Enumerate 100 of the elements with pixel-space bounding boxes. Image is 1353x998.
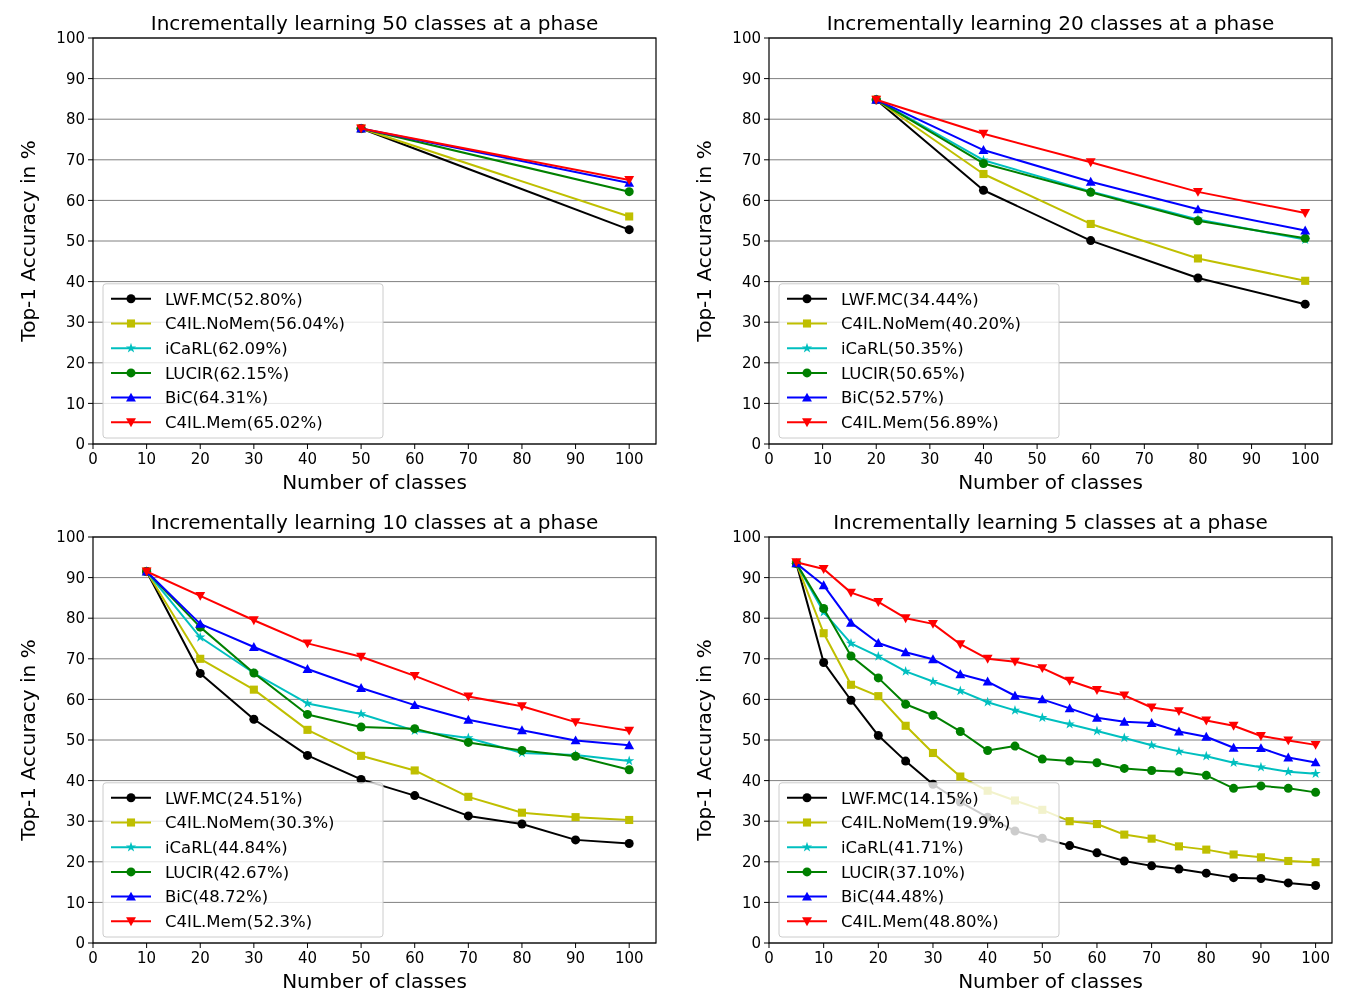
y-tick-label: 80 bbox=[741, 609, 761, 628]
y-tick-label: 40 bbox=[741, 771, 761, 790]
x-tick-label: 20 bbox=[190, 949, 210, 967]
x-tick-label: 40 bbox=[978, 949, 998, 967]
y-tick-label: 10 bbox=[741, 893, 761, 912]
x-tick-label: 40 bbox=[297, 450, 318, 468]
x-tick-label: 20 bbox=[866, 450, 886, 468]
legend-label: C4IL.NoMem(19.9%) bbox=[841, 813, 1011, 833]
legend-label: C4IL.Mem(48.80%) bbox=[841, 912, 999, 932]
y-tick-label: 50 bbox=[741, 731, 761, 750]
x-axis-title: Number of classes bbox=[958, 470, 1143, 494]
chart-title: Incrementally learning 50 classes at a phase bbox=[150, 11, 599, 35]
legend-label: LWF.MC(24.51%) bbox=[165, 788, 303, 808]
x-axis-title: Number of classes bbox=[282, 969, 467, 993]
legend-label: LUCIR(42.67%) bbox=[165, 862, 290, 882]
x-tick-label: 30 bbox=[244, 949, 264, 967]
chart-title: Incrementally learning 20 classes at a phase bbox=[826, 11, 1275, 35]
x-tick-label: 0 bbox=[88, 949, 98, 967]
y-tick-label: 80 bbox=[741, 110, 761, 129]
y-tick-label: 70 bbox=[741, 151, 761, 170]
x-tick-label: 0 bbox=[764, 949, 774, 967]
y-tick-label: 70 bbox=[741, 650, 761, 669]
y-tick-label: 100 bbox=[56, 528, 85, 547]
y-tick-label: 20 bbox=[65, 853, 85, 872]
y-tick-label: 0 bbox=[75, 435, 85, 454]
x-tick-label: 90 bbox=[1251, 949, 1271, 967]
y-tick-label: 0 bbox=[75, 934, 85, 953]
y-tick-label: 60 bbox=[65, 191, 85, 210]
x-tick-label: 20 bbox=[190, 450, 210, 468]
y-tick-label: 50 bbox=[65, 731, 85, 750]
y-tick-label: 40 bbox=[65, 272, 85, 291]
y-tick-label: 20 bbox=[741, 354, 761, 373]
y-tick-label: 60 bbox=[741, 690, 761, 709]
x-tick-label: 80 bbox=[512, 450, 532, 468]
legend-label: LWF.MC(14.15%) bbox=[841, 788, 979, 808]
x-tick-label: 60 bbox=[405, 949, 425, 967]
x-tick-label: 100 bbox=[614, 949, 644, 967]
y-tick-label: 30 bbox=[65, 313, 85, 332]
y-tick-label: 30 bbox=[65, 812, 85, 831]
y-tick-label: 0 bbox=[751, 435, 761, 454]
y-tick-label: 40 bbox=[741, 272, 761, 291]
legend-label: C4IL.NoMem(56.04%) bbox=[165, 314, 346, 334]
legend-label: BiC(44.48%) bbox=[841, 887, 945, 907]
legend-label: LUCIR(62.15%) bbox=[165, 363, 290, 383]
y-tick-label: 30 bbox=[741, 812, 761, 831]
y-tick-label: 70 bbox=[65, 151, 85, 170]
legend-label: LUCIR(50.65%) bbox=[841, 363, 966, 383]
x-tick-label: 100 bbox=[1290, 450, 1320, 468]
x-axis-title: Number of classes bbox=[958, 969, 1143, 993]
x-tick-label: 0 bbox=[764, 450, 774, 468]
x-tick-label: 30 bbox=[244, 450, 264, 468]
x-tick-label: 40 bbox=[297, 949, 318, 967]
y-axis-title: Top-1 Accuracy in % bbox=[16, 140, 40, 343]
y-tick-label: 60 bbox=[741, 191, 761, 210]
legend-label: C4IL.NoMem(40.20%) bbox=[841, 314, 1022, 334]
x-tick-label: 50 bbox=[1027, 450, 1047, 468]
y-tick-label: 20 bbox=[65, 354, 85, 373]
legend-label: LWF.MC(34.44%) bbox=[841, 289, 979, 309]
x-tick-label: 70 bbox=[1134, 450, 1154, 468]
chart-title: Incrementally learning 10 classes at a phase bbox=[150, 510, 599, 534]
y-tick-label: 90 bbox=[741, 69, 761, 88]
x-tick-label: 80 bbox=[512, 949, 532, 967]
x-tick-label: 0 bbox=[88, 450, 98, 468]
y-tick-label: 70 bbox=[65, 650, 85, 669]
x-tick-label: 90 bbox=[566, 949, 586, 967]
y-tick-label: 80 bbox=[65, 110, 85, 129]
y-tick-label: 10 bbox=[65, 893, 85, 912]
legend-label: BiC(52.57%) bbox=[841, 388, 945, 408]
legend-label: iCaRL(62.09%) bbox=[165, 338, 288, 358]
y-axis-title: Top-1 Accuracy in % bbox=[16, 639, 40, 842]
y-tick-label: 100 bbox=[732, 29, 761, 48]
x-tick-label: 50 bbox=[1032, 949, 1052, 967]
legend-label: BiC(48.72%) bbox=[165, 887, 269, 907]
y-tick-label: 20 bbox=[741, 853, 761, 872]
y-tick-label: 40 bbox=[65, 771, 85, 790]
legend-label: C4IL.Mem(52.3%) bbox=[165, 912, 313, 932]
x-tick-label: 80 bbox=[1188, 450, 1208, 468]
y-tick-label: 80 bbox=[65, 609, 85, 628]
legend-label: LUCIR(37.10%) bbox=[841, 862, 966, 882]
x-tick-label: 30 bbox=[920, 450, 940, 468]
x-tick-label: 60 bbox=[1087, 949, 1107, 967]
y-tick-label: 90 bbox=[741, 568, 761, 587]
y-tick-label: 50 bbox=[741, 232, 761, 251]
legend-label: iCaRL(50.35%) bbox=[841, 338, 964, 358]
x-tick-label: 20 bbox=[868, 949, 888, 967]
y-tick-label: 100 bbox=[732, 528, 761, 547]
legend-label: iCaRL(41.71%) bbox=[841, 837, 964, 857]
y-tick-label: 0 bbox=[751, 934, 761, 953]
legend-label: LWF.MC(52.80%) bbox=[165, 289, 303, 309]
y-tick-label: 30 bbox=[741, 313, 761, 332]
x-tick-label: 60 bbox=[1081, 450, 1101, 468]
legend-label: C4IL.NoMem(30.3%) bbox=[165, 813, 335, 833]
x-tick-label: 50 bbox=[351, 949, 371, 967]
y-tick-label: 50 bbox=[65, 232, 85, 251]
x-tick-label: 100 bbox=[1301, 949, 1330, 967]
x-tick-label: 80 bbox=[1196, 949, 1216, 967]
x-tick-label: 10 bbox=[137, 949, 157, 967]
y-tick-label: 90 bbox=[65, 69, 85, 88]
x-tick-label: 100 bbox=[614, 450, 644, 468]
x-tick-label: 10 bbox=[813, 450, 833, 468]
